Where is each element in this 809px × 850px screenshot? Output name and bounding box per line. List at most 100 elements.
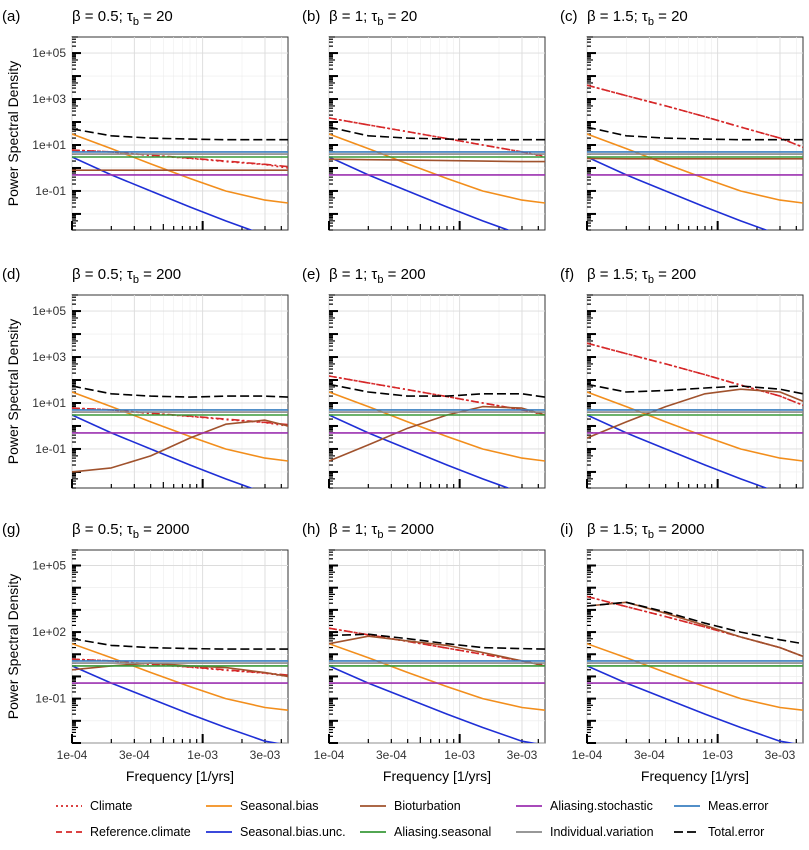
- tau-equals: =: [383, 266, 400, 283]
- beta-symbol: β =: [587, 8, 613, 25]
- y-tick-label: 1e-01: [35, 184, 66, 198]
- y-tick-label: 1e+03: [32, 92, 66, 106]
- panel-title: (a) β = 0.5; τb = 20: [2, 8, 173, 28]
- beta-symbol: β =: [72, 8, 98, 25]
- tau-subscript: b: [377, 274, 383, 286]
- y-tick-label: 1e+02: [32, 625, 66, 639]
- series-line-total-error: [72, 385, 288, 398]
- tau-value: 200: [401, 266, 426, 283]
- y-axis-label: Power Spectral Density: [5, 61, 21, 207]
- series-line-total-error: [587, 383, 803, 395]
- x-tick-label: 1e-04: [572, 748, 603, 762]
- series-line-bioturbation: [72, 419, 288, 473]
- panel-c: (c) β = 1.5; τb = 20: [560, 8, 804, 231]
- tau-subscript: b: [648, 16, 654, 28]
- panel-tag: (e): [302, 266, 320, 283]
- panel-b: (b) β = 1; τb = 20: [302, 8, 546, 231]
- x-tick-label: 1e-03: [187, 748, 218, 762]
- series-lines: [587, 342, 803, 488]
- panel-title: (i) β = 1.5; τb = 2000: [560, 521, 704, 541]
- panel-frame: [71, 294, 289, 489]
- beta-value: 1: [355, 521, 363, 538]
- title-separator: ; τ: [634, 521, 648, 538]
- tau-equals: =: [139, 521, 156, 538]
- series-line-total-error: [329, 126, 545, 141]
- tau-equals: =: [139, 8, 156, 25]
- beta-symbol: β =: [329, 521, 355, 538]
- beta-symbol: β =: [587, 521, 613, 538]
- title-separator: ; τ: [119, 8, 133, 25]
- panel-title: (c) β = 1.5; τb = 20: [560, 8, 688, 28]
- tau-equals: =: [654, 521, 671, 538]
- y-axis-label: Power Spectral Density: [5, 574, 21, 720]
- panel-frame: [328, 294, 546, 489]
- beta-symbol: β =: [72, 521, 98, 538]
- panel-tag: (g): [2, 521, 20, 538]
- beta-value: 1.5: [613, 266, 634, 283]
- tau-subscript: b: [377, 16, 383, 28]
- y-tick-label: 1e+05: [32, 559, 66, 573]
- tau-equals: =: [654, 8, 671, 25]
- panel-title: (h) β = 1; τb = 2000: [302, 521, 434, 541]
- series-lines: [587, 595, 803, 743]
- tau-value: 20: [401, 8, 418, 25]
- series-line-climate: [587, 595, 803, 658]
- beta-value: 1: [355, 266, 363, 283]
- y-tick-label: 1e+01: [32, 396, 66, 410]
- series-line-seasonal-bias: [587, 642, 803, 711]
- panel-tag: (f): [560, 266, 574, 283]
- panel-tag: (c): [560, 8, 578, 25]
- panel-frame: [586, 549, 804, 744]
- beta-symbol: β =: [329, 266, 355, 283]
- series-line-seasonal-bias: [329, 642, 545, 711]
- tau-subscript: b: [377, 529, 383, 541]
- x-tick-label: 1e-04: [314, 748, 345, 762]
- panel-tag: (h): [302, 521, 320, 538]
- panel-e: (e) β = 1; τb = 200: [302, 266, 546, 489]
- series-line-total-error: [329, 633, 545, 650]
- panel-title: (f) β = 1.5; τb = 200: [560, 266, 696, 286]
- x-tick-label: 1e-04: [57, 748, 88, 762]
- panel-frame: [328, 549, 546, 744]
- panel-a: (a) β = 0.5; τb = 20 1e+05 1e+03 1e+01 1e-01 P…: [2, 8, 289, 231]
- x-tick-label: 3e-03: [765, 748, 796, 762]
- panel-tag: (d): [2, 266, 20, 283]
- tau-value: 2000: [401, 521, 434, 538]
- series-lines: [587, 84, 803, 230]
- series-line-total-error: [587, 126, 803, 141]
- series-line-total-error: [329, 383, 545, 398]
- tau-value: 200: [156, 266, 181, 283]
- panel-d: (d) β = 0.5; τb = 200 1e+05 1e+03 1e+01 1e-01…: [2, 266, 289, 489]
- beta-value: 0.5: [98, 521, 119, 538]
- y-tick-label: 1e+05: [32, 46, 66, 60]
- tau-equals: =: [654, 266, 671, 283]
- beta-symbol: β =: [587, 266, 613, 283]
- title-separator: ; τ: [634, 8, 648, 25]
- beta-value: 0.5: [98, 8, 119, 25]
- beta-value: 1: [355, 8, 363, 25]
- panel-title: (d) β = 0.5; τb = 200: [2, 266, 181, 286]
- series-line-bioturbation: [587, 388, 803, 439]
- panel-frame: [71, 549, 289, 744]
- series-line-seasonal-bias: [72, 391, 288, 462]
- x-tick-label: 3e-04: [376, 748, 407, 762]
- tau-subscript: b: [648, 529, 654, 541]
- series-line-seasonal-bias: [329, 133, 545, 204]
- y-tick-label: 1e-01: [35, 692, 66, 706]
- beta-value: 1.5: [613, 8, 634, 25]
- series-lines: [72, 637, 288, 743]
- panel-i: (i) β = 1.5; τb = 2000 1e-04 3e-04 1e-03 3e-0…: [560, 521, 804, 784]
- beta-value: 0.5: [98, 266, 119, 283]
- tau-value: 200: [671, 266, 696, 283]
- tau-subscript: b: [133, 274, 139, 286]
- series-lines: [329, 375, 545, 488]
- series-line-seasonal-bias: [72, 642, 288, 711]
- tau-value: 2000: [671, 521, 704, 538]
- tau-equals: =: [383, 521, 400, 538]
- series-lines: [72, 128, 288, 230]
- title-separator: ; τ: [363, 8, 377, 25]
- panel-h: (h) β = 1; τb = 2000 1e-04 3e-04 1e-03 3e-03 F…: [302, 521, 546, 784]
- x-tick-label: 1e-03: [444, 748, 475, 762]
- title-separator: ; τ: [363, 521, 377, 538]
- series-lines: [329, 627, 545, 743]
